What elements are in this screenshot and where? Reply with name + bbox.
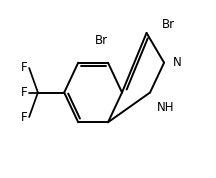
Text: F: F [21,111,27,124]
Text: F: F [21,86,27,99]
Text: F: F [21,61,27,74]
Text: Br: Br [94,34,108,47]
Text: NH: NH [157,101,175,114]
Text: Br: Br [162,18,175,31]
Text: N: N [173,56,182,69]
